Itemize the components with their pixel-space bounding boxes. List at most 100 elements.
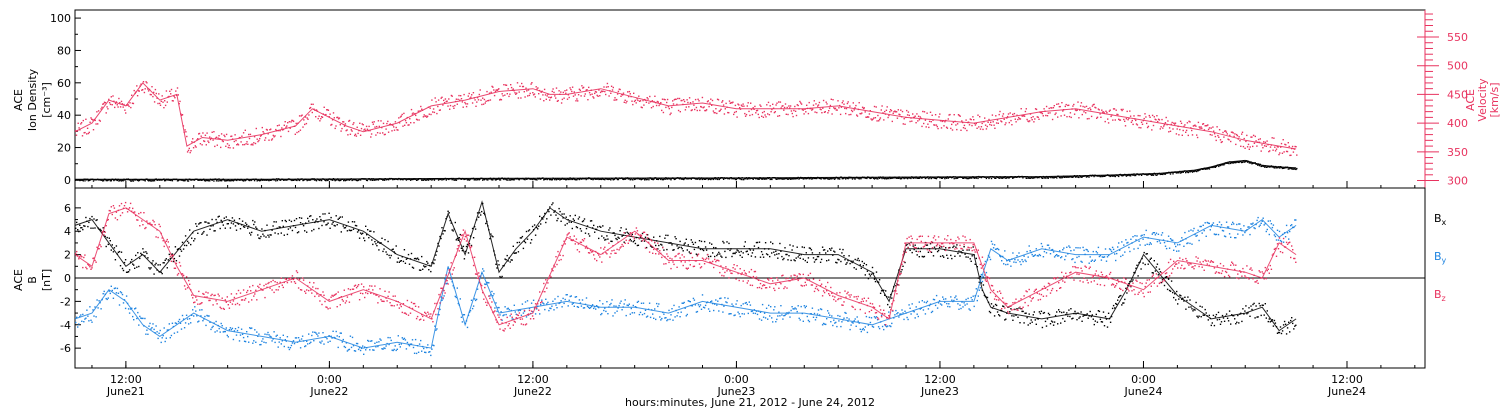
data-point-black: [343, 179, 346, 181]
data-point-Bx: [594, 231, 596, 233]
data-point-Bx: [1188, 306, 1190, 308]
data-point-black: [554, 178, 556, 181]
data-point-magenta: [276, 125, 279, 127]
data-point-black: [731, 178, 733, 180]
data-point-By: [426, 347, 428, 349]
data-point-magenta: [1208, 127, 1211, 129]
data-point-black: [367, 178, 369, 180]
data-point-magenta: [958, 114, 960, 117]
data-point-magenta: [102, 103, 104, 105]
data-point-black: [75, 179, 78, 181]
data-point-black: [1207, 168, 1209, 170]
data-point-Bx: [821, 246, 824, 248]
data-point-Bx: [424, 266, 426, 268]
data-point-black: [639, 178, 642, 180]
data-point-magenta: [244, 129, 246, 131]
data-point-magenta: [580, 95, 582, 97]
data-point-magenta: [606, 82, 609, 85]
data-point-black: [786, 178, 788, 180]
data-point-Bx: [1017, 316, 1019, 318]
data-point-black: [1011, 176, 1013, 178]
data-point-magenta: [953, 114, 955, 116]
data-point-magenta: [1087, 108, 1089, 110]
data-point-Bx: [1129, 280, 1131, 283]
data-point-black: [147, 179, 149, 181]
data-point-By: [321, 340, 323, 342]
data-point-By: [348, 348, 351, 351]
data-point-magenta: [679, 111, 681, 113]
data-point-By: [864, 326, 866, 328]
data-point-magenta: [1277, 146, 1279, 148]
data-point-Bx: [433, 262, 435, 265]
data-point-magenta: [227, 146, 229, 149]
data-point-black: [747, 178, 749, 180]
data-point-Bx: [362, 232, 364, 234]
data-point-Bx: [998, 314, 1000, 316]
data-point-black: [474, 178, 476, 180]
data-point-magenta: [970, 118, 972, 121]
data-point-black: [565, 179, 567, 181]
data-point-Bx: [767, 254, 769, 256]
velocity-tick-label: 300: [1447, 175, 1468, 188]
data-point-black: [136, 179, 139, 181]
data-point-magenta: [1079, 109, 1081, 111]
data-point-black: [1187, 171, 1189, 174]
data-point-black: [854, 178, 856, 180]
data-point-By: [852, 322, 854, 324]
data-point-black: [147, 180, 150, 182]
data-point-Bx: [141, 253, 143, 256]
data-point-Bx: [503, 265, 505, 267]
data-point-Bx: [298, 217, 301, 219]
data-point-black: [476, 178, 478, 180]
data-point-black: [665, 177, 667, 179]
data-point-black: [751, 177, 754, 180]
data-point-black: [1023, 176, 1025, 178]
data-point-magenta: [445, 100, 447, 103]
data-point-Bx: [748, 248, 750, 250]
data-point-black: [1081, 176, 1083, 178]
data-point-magenta: [675, 98, 677, 100]
data-point-Bx: [1172, 291, 1174, 294]
data-point-By: [452, 285, 454, 287]
data-point-black: [761, 178, 763, 180]
data-point-Bx: [371, 239, 373, 241]
data-point-Bx: [429, 264, 431, 267]
data-point-magenta: [97, 110, 100, 112]
data-point-black: [135, 178, 137, 181]
data-point-black: [388, 177, 391, 180]
data-point-Bx: [1057, 323, 1059, 325]
data-point-magenta: [436, 112, 438, 115]
data-point-black: [80, 179, 82, 181]
data-point-black: [377, 179, 380, 181]
data-point-magenta: [1233, 135, 1235, 138]
data-point-magenta: [1166, 124, 1168, 126]
data-point-magenta: [806, 104, 808, 106]
data-point-black: [193, 179, 196, 181]
data-point-Bx: [756, 241, 759, 244]
data-point-magenta: [412, 112, 414, 114]
data-point-black: [214, 178, 216, 180]
data-point-magenta: [145, 81, 147, 83]
data-point-Bx: [1194, 309, 1196, 311]
data-point-magenta: [1004, 123, 1006, 126]
data-point-Bx: [77, 229, 79, 231]
data-point-Bx: [312, 219, 314, 221]
data-point-By: [619, 302, 621, 304]
data-point-Bx: [492, 236, 494, 238]
data-point-By: [641, 313, 644, 316]
data-point-magenta: [504, 94, 506, 96]
data-point-By: [231, 327, 234, 330]
data-point-magenta: [945, 126, 948, 128]
data-point-Bx: [257, 234, 259, 236]
data-point-magenta: [847, 101, 849, 103]
data-point-black: [720, 177, 722, 179]
data-point-Bx: [339, 216, 341, 218]
data-point-By: [279, 337, 281, 339]
data-point-Bx: [502, 265, 504, 267]
data-point-Bx: [498, 264, 500, 266]
data-point-magenta: [1139, 115, 1141, 117]
data-point-black: [160, 179, 162, 181]
data-point-black: [1272, 165, 1274, 168]
data-point-magenta: [409, 118, 411, 120]
data-point-black: [387, 179, 390, 181]
